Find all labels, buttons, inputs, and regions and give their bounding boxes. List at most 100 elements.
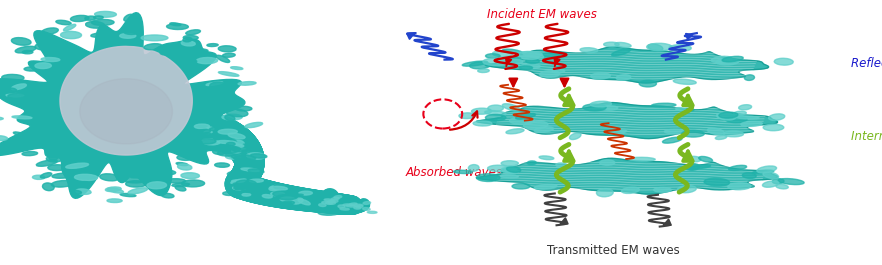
Ellipse shape (248, 169, 264, 174)
Ellipse shape (243, 160, 260, 162)
Ellipse shape (476, 174, 500, 182)
Ellipse shape (725, 116, 747, 123)
Ellipse shape (0, 92, 4, 98)
Ellipse shape (186, 30, 200, 35)
Ellipse shape (231, 150, 241, 153)
Ellipse shape (177, 155, 193, 160)
Ellipse shape (144, 44, 162, 50)
Ellipse shape (527, 161, 536, 165)
Ellipse shape (0, 136, 7, 141)
Ellipse shape (242, 187, 263, 192)
Ellipse shape (66, 163, 88, 168)
Ellipse shape (64, 24, 76, 31)
Ellipse shape (462, 61, 488, 66)
Ellipse shape (35, 42, 54, 50)
Ellipse shape (540, 71, 560, 77)
Ellipse shape (685, 164, 699, 170)
Ellipse shape (238, 154, 258, 161)
Ellipse shape (128, 188, 147, 194)
Ellipse shape (183, 36, 198, 40)
Ellipse shape (768, 114, 785, 120)
Ellipse shape (328, 200, 335, 203)
Ellipse shape (711, 56, 732, 63)
Ellipse shape (204, 140, 220, 145)
Ellipse shape (283, 201, 295, 205)
Ellipse shape (105, 187, 121, 192)
Ellipse shape (363, 207, 370, 210)
Ellipse shape (363, 202, 370, 204)
Ellipse shape (556, 163, 567, 167)
Ellipse shape (234, 183, 247, 189)
Ellipse shape (318, 204, 326, 206)
Ellipse shape (62, 161, 71, 163)
Ellipse shape (688, 156, 701, 162)
Ellipse shape (242, 164, 261, 168)
Polygon shape (485, 47, 768, 83)
Ellipse shape (229, 140, 244, 147)
Ellipse shape (177, 164, 192, 170)
Ellipse shape (231, 179, 246, 183)
Ellipse shape (219, 72, 239, 76)
Ellipse shape (197, 58, 218, 64)
Ellipse shape (307, 192, 316, 197)
Ellipse shape (218, 150, 239, 156)
Ellipse shape (617, 75, 631, 80)
Ellipse shape (125, 181, 146, 187)
Ellipse shape (217, 125, 226, 129)
Ellipse shape (596, 189, 613, 197)
Ellipse shape (690, 165, 711, 169)
Ellipse shape (285, 196, 301, 199)
Ellipse shape (226, 153, 243, 159)
Ellipse shape (31, 141, 42, 146)
Ellipse shape (583, 104, 606, 111)
Ellipse shape (123, 178, 145, 183)
Ellipse shape (92, 19, 114, 25)
Polygon shape (0, 13, 245, 198)
Ellipse shape (472, 108, 492, 114)
Ellipse shape (290, 195, 305, 200)
Ellipse shape (120, 193, 136, 197)
Ellipse shape (526, 59, 540, 63)
Ellipse shape (262, 195, 273, 198)
Ellipse shape (141, 35, 168, 41)
Ellipse shape (483, 58, 509, 66)
Ellipse shape (250, 179, 264, 182)
Ellipse shape (343, 204, 353, 206)
Ellipse shape (13, 132, 26, 136)
Ellipse shape (234, 159, 255, 164)
Ellipse shape (615, 42, 632, 47)
Ellipse shape (197, 139, 216, 144)
Ellipse shape (503, 49, 522, 54)
Ellipse shape (762, 181, 779, 187)
Ellipse shape (722, 56, 744, 62)
Ellipse shape (11, 38, 31, 45)
Ellipse shape (349, 203, 357, 206)
Ellipse shape (201, 133, 212, 137)
Ellipse shape (652, 103, 676, 107)
Ellipse shape (510, 117, 534, 124)
Ellipse shape (325, 199, 333, 201)
Ellipse shape (181, 41, 195, 46)
Ellipse shape (24, 67, 41, 71)
Ellipse shape (734, 116, 759, 119)
Ellipse shape (333, 198, 353, 204)
Ellipse shape (94, 11, 116, 17)
Ellipse shape (91, 33, 109, 37)
Ellipse shape (226, 109, 248, 117)
Ellipse shape (539, 156, 554, 160)
Ellipse shape (195, 129, 211, 134)
Ellipse shape (204, 131, 213, 134)
Ellipse shape (367, 211, 377, 213)
Ellipse shape (332, 202, 352, 208)
Ellipse shape (214, 101, 229, 104)
Ellipse shape (50, 52, 62, 60)
Ellipse shape (270, 186, 288, 190)
Ellipse shape (302, 198, 314, 203)
Ellipse shape (48, 165, 66, 171)
Ellipse shape (728, 183, 751, 190)
Ellipse shape (42, 183, 54, 191)
Ellipse shape (639, 80, 656, 87)
Ellipse shape (33, 175, 45, 179)
Ellipse shape (682, 108, 694, 111)
Ellipse shape (76, 189, 91, 195)
